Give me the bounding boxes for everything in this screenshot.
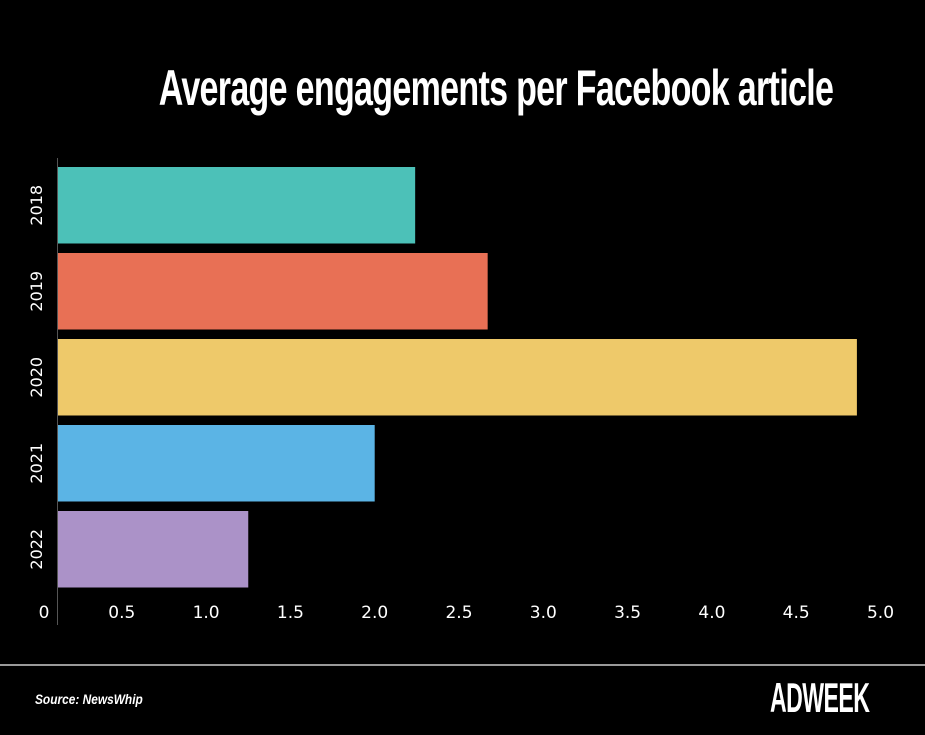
y-tick-label: 2020 [27,357,46,398]
y-tick-label: 2018 [27,185,46,226]
bar-2022 [58,511,249,588]
x-tick-label: 2.5 [445,603,472,623]
x-tick-label: 3.0 [530,603,557,623]
x-tick-label: 0.5 [108,603,135,623]
x-tick-label: 1.0 [193,603,220,623]
bar-2018 [58,167,416,244]
x-tick-label: 1.5 [277,603,304,623]
x-tick-label: 5.0 [867,603,894,623]
x-tick-label: 0 [39,603,50,623]
adweek-logo: ADWEEK [770,674,870,721]
x-tick-label: 2.0 [361,603,388,623]
x-tick-label: 4.0 [698,603,725,623]
y-tick-label: 2021 [27,443,46,484]
chart-title: Average engagements per Facebook article [0,58,925,118]
bar-2020 [58,339,857,416]
footer-divider [0,664,925,666]
source-note: Source: NewsWhip [35,691,143,707]
y-tick-label: 2022 [27,529,46,570]
bar-2019 [58,253,488,330]
bar-chart: 2018 2019 2020 2021 2022 0 0.5 1.0 1.5 2.0 2.5 3.0… [27,158,894,625]
chart-title-text: Average engagements per Facebook article [158,60,834,116]
y-tick-label: 2019 [27,271,46,312]
x-tick-label: 3.5 [614,603,641,623]
x-tick-label: 4.5 [783,603,810,623]
bar-2021 [58,425,375,502]
